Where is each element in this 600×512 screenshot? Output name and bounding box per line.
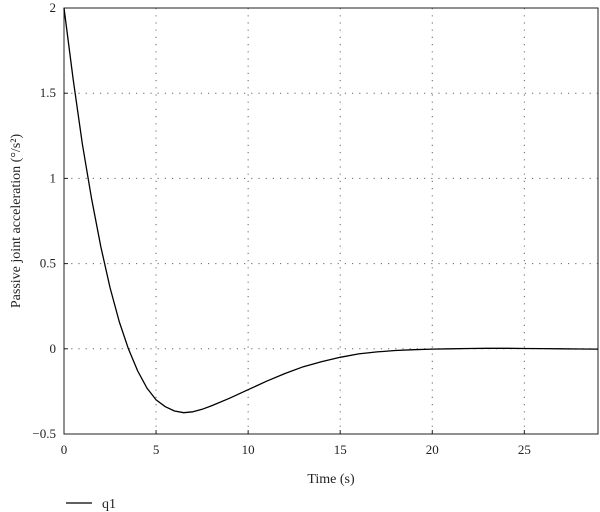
y-tick-label: −0.5 [32,426,56,441]
x-tick-label: 0 [61,442,68,457]
plot-frame [63,7,599,435]
x-axis-ticks: 0 5 10 15 20 25 [61,430,531,457]
series-line-q1 [63,7,599,414]
x-tick-label: 5 [153,442,160,457]
y-tick-label: 2 [50,0,57,15]
y-tick-label: 0 [50,341,57,356]
x-tick-label: 10 [242,442,255,457]
x-tick-label: 20 [426,442,439,457]
y-tick-label: 1.5 [40,85,56,100]
y-axis-title: Passive joint acceleration (°/s²) [9,134,24,309]
x-tick-label: 25 [518,442,531,457]
y-axis-ticks: −0.5 0 0.5 1 1.5 2 [32,0,68,441]
y-tick-label: 0.5 [40,256,56,271]
legend-label-q1: q1 [102,497,116,512]
y-tick-label: 1 [50,170,57,185]
x-tick-label: 15 [334,442,347,457]
series-group [63,7,599,414]
grid-lines [64,8,598,434]
x-axis-title: Time (s) [307,472,355,487]
legend: q1 [66,497,116,512]
